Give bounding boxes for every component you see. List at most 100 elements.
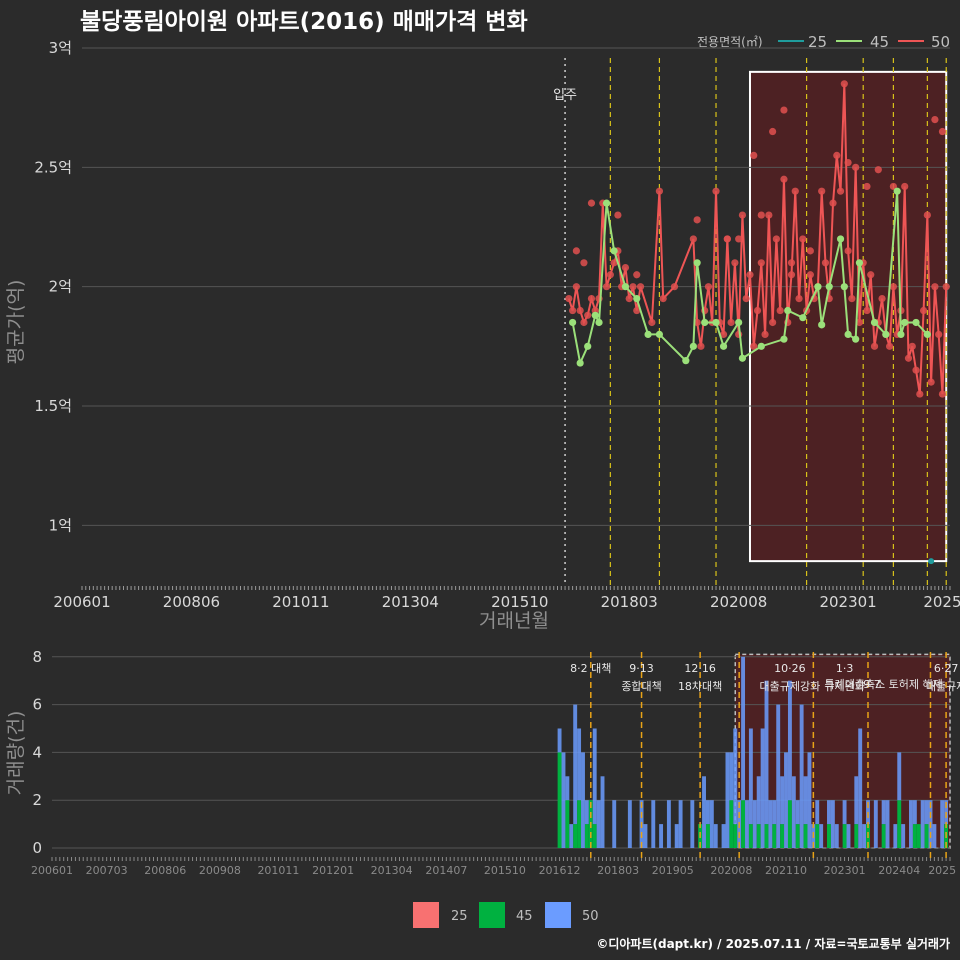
series-50-point: [904, 354, 913, 362]
volume-bar-50: [807, 752, 812, 848]
series-45-point: [591, 311, 599, 319]
policy-label-name: 규제완화: [824, 680, 864, 693]
volume-y-tick-label: 4: [32, 743, 42, 761]
series-50-point: [689, 235, 697, 243]
volume-legend-swatch-45: [479, 902, 505, 928]
occupancy-label: 입주: [553, 88, 577, 103]
series-50-point: [821, 259, 830, 267]
volume-x-tick-label: 202404: [878, 864, 920, 877]
series-50-point: [791, 187, 799, 195]
series-50-point: [935, 330, 943, 338]
volume-x-tick-label: 200703: [86, 864, 128, 877]
series-45-point: [689, 342, 697, 350]
legend-title: 전용면적(㎡): [697, 35, 763, 49]
series-45-point: [870, 318, 879, 327]
volume-bar-45: [912, 824, 917, 848]
series-50-point: [836, 187, 845, 195]
series-50-point: [787, 259, 796, 267]
series-50-point: [572, 283, 580, 291]
series-50-point: [844, 247, 852, 255]
volume-bar-45: [729, 800, 734, 848]
series-45-point: [693, 259, 701, 267]
volume-bar-45: [815, 824, 820, 848]
volume-bar-45: [592, 824, 597, 848]
volume-bar-50: [940, 800, 945, 848]
volume-bar-50: [659, 824, 664, 848]
policy-label-name: 대출규제: [926, 680, 960, 693]
volume-bar-50: [612, 800, 617, 848]
series-25-point: [928, 558, 935, 565]
volume-bar-45: [772, 824, 777, 848]
series-50-point: [633, 306, 641, 315]
policy-label-name: 18차대책: [678, 680, 722, 693]
series-50-point: [938, 390, 947, 398]
chart-title: 불당풍림아이원 아파트(2016) 매매가격 변화: [80, 9, 528, 35]
volume-bar-50: [795, 800, 800, 825]
volume-bar-50: [815, 800, 820, 825]
policy-label-name: 종합대책: [621, 680, 661, 693]
series-50-point: [670, 283, 679, 291]
volume-bar-50: [920, 800, 925, 848]
top-legend: 전용면적(㎡) 25 45 50: [697, 33, 950, 51]
volume-bar-50: [674, 824, 679, 848]
policy-label-date: 1·3: [836, 662, 854, 675]
volume-bar-50: [713, 824, 718, 848]
footer-credit: ©디아파트(dapt.kr) / 2025.07.11 / 자료=국토교통부 실…: [596, 936, 950, 951]
series-45-point: [712, 318, 720, 327]
series-50-point: [727, 318, 735, 327]
volume-bar-50: [830, 800, 835, 848]
volume-legend-swatch-50: [545, 902, 571, 928]
series-50-point: [772, 235, 781, 243]
series-50-point: [769, 318, 777, 327]
volume-x-tick-label: 200908: [199, 864, 241, 877]
volume-bar-50: [873, 800, 878, 848]
volume-bar-45: [780, 824, 785, 848]
volume-bar-50: [741, 656, 746, 801]
series-45-point: [923, 330, 931, 338]
volume-bar-50: [745, 800, 749, 848]
series-50-point: [719, 330, 728, 338]
series-45-point: [893, 187, 901, 195]
policy-label-date: 10·26: [774, 662, 806, 675]
volume-bar-50: [909, 800, 913, 848]
volume-x-tick-label: 200601: [31, 864, 73, 877]
series-50-point: [799, 235, 807, 243]
series-50-point: [829, 199, 837, 207]
policy-label-name: 9·7: [863, 678, 881, 691]
volume-x-tick-label: 201304: [371, 864, 413, 877]
volume-bar-45: [741, 800, 746, 848]
series-50-point: [806, 247, 814, 255]
series-45-point: [735, 318, 743, 327]
series-50-point: [942, 283, 950, 291]
series-50-point: [621, 263, 630, 272]
series-45-point: [844, 330, 852, 338]
series-50-point: [757, 211, 765, 219]
series-50-point: [565, 295, 573, 303]
policy-label-name: 특례대출축소 토허제 해제: [824, 677, 942, 691]
series-50-point: [919, 306, 928, 315]
series-50-point: [931, 116, 939, 124]
volume-bar-50: [573, 704, 578, 825]
series-50-point: [587, 295, 596, 303]
volume-bar-50: [897, 752, 902, 801]
series-45-point: [621, 283, 630, 291]
volume-bar-50: [791, 776, 796, 848]
series-45-point: [825, 283, 833, 291]
series-50-point: [840, 80, 848, 88]
volume-bar-50: [893, 824, 898, 848]
series-50-point: [806, 271, 814, 279]
price-chart: 1억 1.5억 2억 2.5억 3억 200601 200806 201011 201304 20…: [34, 39, 960, 611]
series-45-point: [655, 330, 664, 338]
series-50-point: [614, 211, 622, 219]
series-50-point: [908, 342, 916, 350]
price-x-tick-label: 201011: [272, 593, 329, 611]
legend-label-25: 25: [808, 33, 827, 51]
volume-bar-45: [854, 824, 859, 848]
volume-bar-50: [901, 824, 906, 848]
volume-bar-50: [787, 680, 792, 801]
volume-bar-50: [862, 824, 867, 848]
price-x-tick-label: 200601: [53, 593, 110, 611]
volume-bar-50: [772, 800, 777, 825]
volume-x-tick-label: 200806: [144, 864, 186, 877]
